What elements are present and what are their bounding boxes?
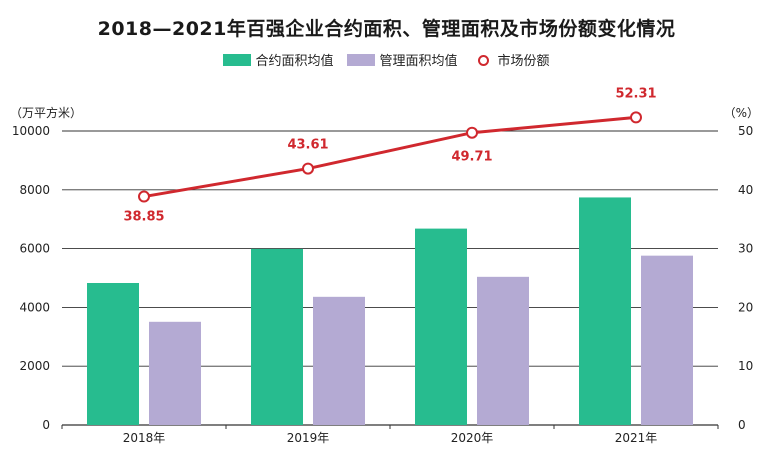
legend-label-managed: 管理面积均值: [379, 54, 458, 69]
share-point: [138, 190, 150, 203]
legend-item-contract: 合约面积均值: [223, 50, 333, 69]
share-point: [630, 111, 642, 124]
left-axis-unit: （万平方米）: [10, 106, 83, 120]
legend-label-share: 市场份额: [497, 54, 550, 69]
bar-contract: [415, 228, 467, 425]
bar-contract: [579, 197, 631, 425]
right-axis-unit: （%）: [723, 106, 759, 120]
x-tick-label: 2018年: [123, 431, 166, 445]
x-tick-label: 2020年: [451, 431, 494, 445]
share-data-label: 43.61: [287, 138, 328, 153]
share-data-label: 52.31: [615, 86, 656, 101]
legend-swatch-contract: [223, 53, 252, 66]
left-tick-label: 2000: [19, 359, 50, 373]
right-tick-label: 50: [738, 124, 753, 138]
right-tick-label: 20: [738, 300, 753, 314]
right-tick-label: 10: [738, 359, 753, 373]
right-tick-label: 0: [738, 418, 746, 432]
bar-managed: [641, 255, 693, 425]
share-point: [302, 162, 314, 175]
x-tick-label: 2019年: [287, 431, 330, 445]
share-data-label: 38.85: [123, 210, 164, 225]
left-tick-label: 0: [42, 418, 50, 432]
bar-managed: [477, 276, 529, 425]
x-tick-label: 2021年: [615, 431, 658, 445]
left-tick-label: 6000: [19, 242, 50, 256]
left-tick-label: 8000: [19, 183, 50, 197]
share-point: [466, 126, 478, 139]
bar-managed: [313, 296, 365, 425]
bar-contract: [87, 282, 139, 425]
share-data-label: 49.71: [451, 150, 492, 165]
legend-swatch-share: [472, 54, 494, 66]
share-line: [143, 115, 637, 199]
legend-item-managed: 管理面积均值: [347, 50, 458, 69]
chart-title: 2018—2021年百强企业合约面积、管理面积及市场份额变化情况: [97, 18, 676, 40]
right-tick-label: 30: [738, 242, 753, 256]
legend: 合约面积均值 管理面积均值 市场份额: [0, 50, 773, 69]
left-tick-label: 10000: [12, 124, 50, 138]
legend-label-contract: 合约面积均值: [255, 54, 334, 69]
left-tick-label: 4000: [19, 300, 50, 314]
bar-contract: [251, 248, 303, 425]
right-tick-label: 40: [738, 183, 753, 197]
legend-swatch-managed: [347, 53, 376, 66]
legend-item-share: 市场份额: [472, 50, 550, 69]
bar-managed: [149, 321, 201, 425]
